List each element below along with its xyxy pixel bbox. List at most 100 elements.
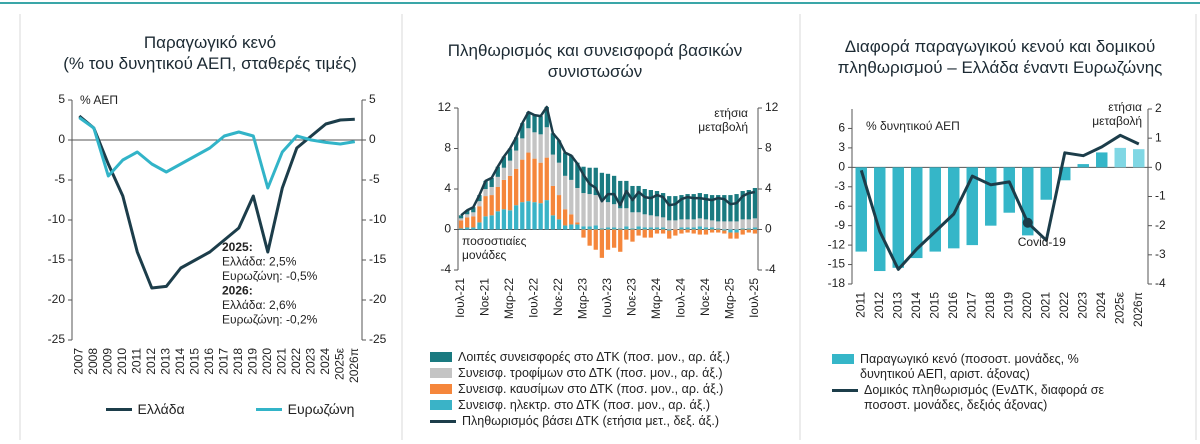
bar bbox=[495, 166, 500, 177]
bar bbox=[660, 229, 666, 234]
bar bbox=[605, 229, 611, 250]
bar bbox=[636, 185, 641, 213]
bar bbox=[489, 186, 494, 196]
bar bbox=[599, 172, 605, 201]
y-tick-label: 0 bbox=[58, 132, 65, 146]
x-tick-label: 2016 bbox=[202, 348, 216, 375]
bar bbox=[587, 226, 592, 230]
bar bbox=[624, 229, 629, 240]
bar bbox=[501, 167, 507, 180]
bar bbox=[691, 219, 696, 228]
legend-label: Δομικός πληθωρισμός (ΕνΔΤΚ, διαφορά σε π… bbox=[864, 383, 1105, 412]
x-tick-label: Μαρ-22 bbox=[502, 278, 516, 319]
bar bbox=[605, 173, 611, 203]
bar bbox=[1059, 167, 1071, 181]
legend-item: Συνεισφ. τροφίμων στο ΔΤΚ (ποσ. μον., αρ… bbox=[430, 366, 790, 381]
bar bbox=[728, 221, 733, 230]
y-tick-label: 0 bbox=[838, 160, 845, 174]
bar bbox=[892, 167, 904, 268]
bar bbox=[740, 228, 745, 230]
bar bbox=[679, 227, 684, 230]
annotation: Ευρωζώνη: -0,5% bbox=[222, 269, 318, 283]
bar bbox=[495, 211, 500, 230]
bar bbox=[563, 175, 568, 210]
y2-tick-label: 1 bbox=[1155, 130, 1162, 144]
x-tick-label: 2017 bbox=[216, 348, 230, 375]
x-tick-label: Ιουλ-23 bbox=[600, 278, 614, 318]
bar bbox=[654, 227, 660, 230]
x-tick-label: Μαρ-24 bbox=[649, 278, 663, 319]
legend: Παραγωγικό κενό (ποσοστ. μονάδες, % δυνη… bbox=[832, 352, 1122, 414]
chart-title: Πληθωρισμός και συνεισφορά βασικών συνισ… bbox=[447, 41, 743, 81]
y-tick-label: 8 bbox=[444, 141, 451, 155]
x-tick-label: 2013 bbox=[158, 348, 172, 375]
x-tick-label: 2018 bbox=[983, 292, 997, 319]
bar bbox=[966, 167, 978, 246]
y-tick-label: -6 bbox=[834, 198, 845, 212]
y2-tick-label: -4 bbox=[765, 262, 776, 276]
bar bbox=[520, 202, 525, 230]
annotation: 2025: bbox=[222, 240, 253, 254]
bar bbox=[514, 150, 519, 169]
bar bbox=[587, 194, 592, 227]
x-tick-label: 2017 bbox=[964, 292, 978, 319]
y-tick-label: -20 bbox=[48, 292, 66, 306]
bar bbox=[581, 226, 586, 230]
bar bbox=[703, 229, 709, 235]
x-tick-label: 2021 bbox=[1038, 292, 1052, 319]
bar bbox=[660, 227, 666, 230]
bar bbox=[587, 229, 592, 246]
x-tick-label: 2021 bbox=[274, 348, 288, 375]
x-tick-label: 2025ε bbox=[332, 347, 346, 380]
x-tick-label: Νοε-24 bbox=[698, 278, 712, 316]
bar bbox=[526, 112, 531, 129]
legend: Λοιπές συνεισφορές στο ΔΤΚ (ποσ. μον., α… bbox=[430, 350, 790, 430]
bar bbox=[722, 221, 727, 230]
bar bbox=[648, 190, 653, 216]
bar bbox=[611, 229, 617, 248]
annotation: Ευρωζώνη: -0,2% bbox=[222, 313, 318, 327]
y2-tick-label: -1 bbox=[1155, 189, 1166, 203]
bar bbox=[563, 209, 568, 226]
bar bbox=[667, 229, 672, 231]
bar bbox=[538, 134, 543, 163]
bar bbox=[458, 218, 464, 221]
y2-tick-label: 0 bbox=[1155, 160, 1162, 174]
bar bbox=[544, 157, 549, 201]
bar bbox=[685, 219, 690, 228]
bar bbox=[648, 227, 653, 230]
chart-title-block: Πληθωρισμός και συνεισφορά βασικών συνισ… bbox=[420, 40, 770, 82]
legend-label: Συνεισφ. καυσίμων στο ΔΤΚ (ποσ. μον., αρ… bbox=[458, 382, 724, 396]
bar bbox=[654, 229, 660, 234]
bar bbox=[679, 229, 684, 234]
bar bbox=[1133, 149, 1145, 168]
bar bbox=[703, 227, 709, 230]
x-tick-label: 2022 bbox=[1057, 292, 1071, 319]
y-tick-label: -12 bbox=[828, 237, 846, 251]
bar bbox=[716, 195, 721, 222]
bar bbox=[483, 189, 488, 197]
y-tick-label: -25 bbox=[48, 332, 66, 346]
bar bbox=[1040, 167, 1052, 200]
bar bbox=[550, 154, 556, 186]
bar bbox=[1096, 152, 1108, 168]
bar bbox=[526, 152, 531, 202]
legend-swatch bbox=[430, 400, 452, 410]
y2-tick-label: -15 bbox=[369, 252, 387, 266]
x-tick-label: 2013 bbox=[890, 292, 904, 319]
bar bbox=[654, 191, 660, 217]
bar bbox=[1003, 167, 1015, 213]
legend: Ελλάδα Ευρωζώνη bbox=[70, 402, 390, 418]
bar bbox=[599, 200, 605, 229]
y2-tick-label: 4 bbox=[765, 181, 772, 195]
bar bbox=[611, 227, 617, 230]
legend-swatch bbox=[255, 408, 282, 411]
bar bbox=[520, 159, 525, 203]
bar bbox=[495, 176, 500, 187]
bar bbox=[734, 232, 739, 239]
chart-title: Διαφορά παραγωγικού κενού και δομικού πλ… bbox=[837, 37, 1163, 77]
legend-swatch bbox=[430, 420, 456, 423]
series-line bbox=[859, 133, 1140, 271]
y2-tick-label: 2 bbox=[1155, 101, 1162, 115]
bar bbox=[544, 200, 549, 230]
